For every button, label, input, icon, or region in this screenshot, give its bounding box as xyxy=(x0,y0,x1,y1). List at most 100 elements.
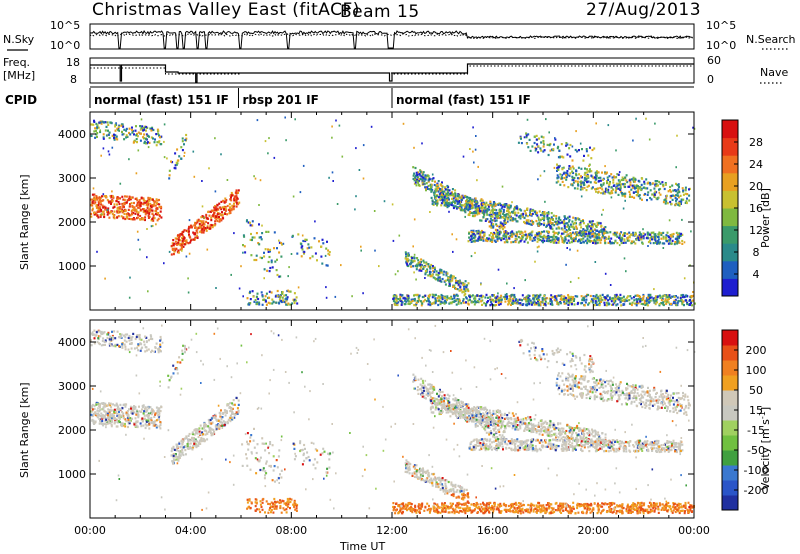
echo-point xyxy=(128,422,131,425)
echo-point xyxy=(516,220,519,223)
echo-point xyxy=(97,200,100,203)
echo-point xyxy=(250,254,253,257)
echo-point xyxy=(116,414,119,417)
echo-point xyxy=(604,241,607,244)
echo-point xyxy=(508,298,511,301)
echo-point xyxy=(334,295,337,298)
echo-point xyxy=(159,424,162,427)
echo-point xyxy=(564,217,566,220)
echo-point xyxy=(634,242,637,245)
echo-point xyxy=(464,211,467,214)
echo-point xyxy=(128,195,131,198)
echo-point xyxy=(97,337,100,340)
echo-point xyxy=(130,407,132,410)
echo-point xyxy=(394,273,397,276)
echo-point xyxy=(662,303,665,307)
echo-point xyxy=(107,207,110,210)
echo-point xyxy=(533,210,536,213)
echo-point xyxy=(566,241,569,244)
echo-point xyxy=(137,343,140,346)
echo-point xyxy=(544,302,547,306)
echo-point xyxy=(113,138,116,141)
echo-point xyxy=(121,195,124,198)
echo-point xyxy=(616,295,619,298)
echo-point xyxy=(680,294,683,297)
colorbar-swatch xyxy=(722,190,738,209)
echo-point xyxy=(597,187,599,190)
echo-point xyxy=(287,289,289,292)
echo-point xyxy=(111,134,114,137)
echo-point xyxy=(579,142,582,145)
echo-point xyxy=(458,298,461,301)
colorbar-tick-label: 4 xyxy=(753,268,760,281)
echo-point xyxy=(463,294,466,297)
echo-point xyxy=(170,253,173,256)
echo-point xyxy=(121,344,124,347)
echo-point xyxy=(424,294,427,297)
nave-series xyxy=(90,65,694,75)
echo-point xyxy=(539,235,542,238)
echo-point xyxy=(481,199,484,202)
echo-point xyxy=(160,338,162,341)
echo-point xyxy=(519,237,522,240)
echo-point xyxy=(519,240,522,243)
echo-point xyxy=(474,297,477,300)
echo-point xyxy=(450,203,453,207)
echo-point xyxy=(281,243,283,246)
echo-point xyxy=(445,193,448,197)
echo-point xyxy=(113,210,116,213)
echo-point xyxy=(445,271,448,274)
echo-point xyxy=(608,183,611,186)
echo-point xyxy=(681,239,684,243)
echo-point xyxy=(681,187,684,190)
echo-point xyxy=(107,123,110,126)
echo-point xyxy=(592,240,595,243)
echo-point xyxy=(438,276,441,279)
echo-point xyxy=(596,221,599,224)
echo-point xyxy=(278,241,281,244)
echo-point xyxy=(243,245,246,248)
echo-point xyxy=(150,136,153,139)
echo-point xyxy=(264,248,267,251)
echo-point xyxy=(440,191,443,194)
echo-point xyxy=(585,178,588,181)
echo-point xyxy=(100,209,103,212)
echo-point xyxy=(432,295,435,298)
echo-point xyxy=(394,301,397,304)
echo-point xyxy=(594,300,597,303)
echo-point xyxy=(555,297,558,300)
echo-point xyxy=(548,217,551,220)
echo-point xyxy=(569,143,572,147)
echo-point xyxy=(492,236,495,239)
echo-point xyxy=(192,150,195,153)
echo-point xyxy=(493,205,496,208)
echo-point xyxy=(588,302,591,305)
echo-point xyxy=(287,302,290,305)
echo-point xyxy=(666,202,669,205)
echo-point xyxy=(150,350,153,354)
echo-point xyxy=(93,119,95,122)
echo-point xyxy=(467,289,470,293)
echo-point xyxy=(492,225,495,228)
echo-point xyxy=(145,133,148,136)
echo-point xyxy=(216,207,219,210)
echo-point xyxy=(521,231,524,234)
echo-point xyxy=(102,121,105,124)
echo-point xyxy=(568,235,571,238)
echo-point xyxy=(154,420,157,423)
echo-point xyxy=(604,172,607,175)
echo-point xyxy=(326,240,328,243)
echo-point xyxy=(194,236,197,239)
echo-point xyxy=(491,240,494,243)
echo-point xyxy=(116,406,119,409)
echo-point xyxy=(223,409,226,412)
echo-point xyxy=(201,228,204,231)
echo-point xyxy=(571,175,574,178)
echo-point xyxy=(126,215,128,218)
echo-point xyxy=(445,203,448,206)
echo-point xyxy=(534,236,537,239)
echo-point xyxy=(147,290,149,293)
echo-point xyxy=(138,410,141,413)
echo-point xyxy=(108,411,111,414)
echo-point xyxy=(137,213,140,216)
